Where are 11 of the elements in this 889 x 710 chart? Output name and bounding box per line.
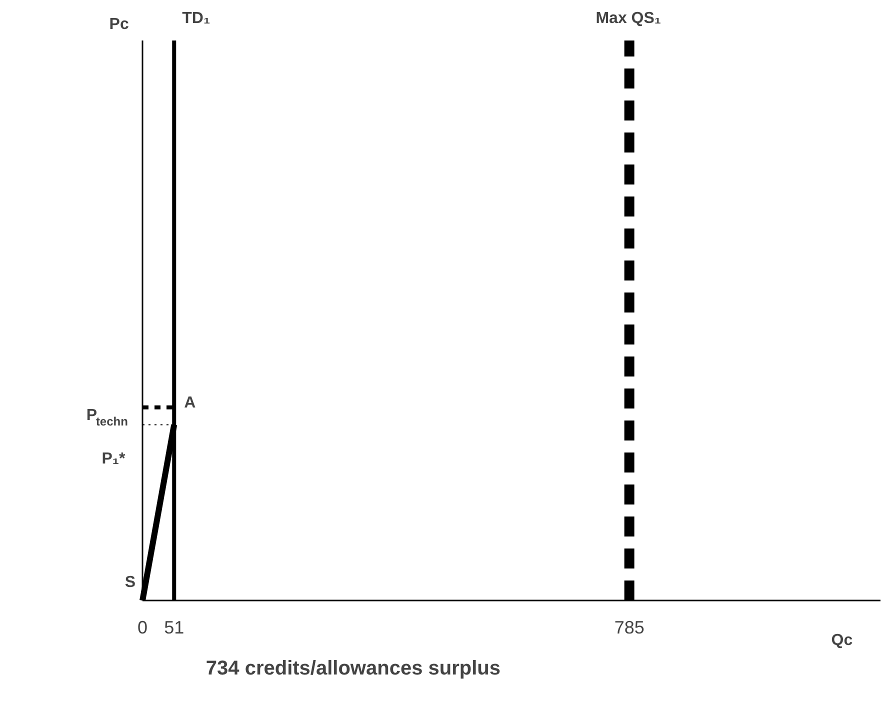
ref-line-label: TD₁ [182,10,210,27]
x-axis-title: Qc [831,632,853,649]
series-label: P₁* [102,450,126,468]
ref-line-label: Max QS₁ [596,10,662,27]
x-tick-label: 51 [164,618,184,638]
series-label: S [124,574,136,591]
annotation: A [184,394,196,412]
x-tick-label: 0 [137,618,148,638]
text: 734 credits/allowances surplus [206,658,501,680]
x-tick-label: 785 [614,618,644,638]
text: Pc [109,16,129,33]
